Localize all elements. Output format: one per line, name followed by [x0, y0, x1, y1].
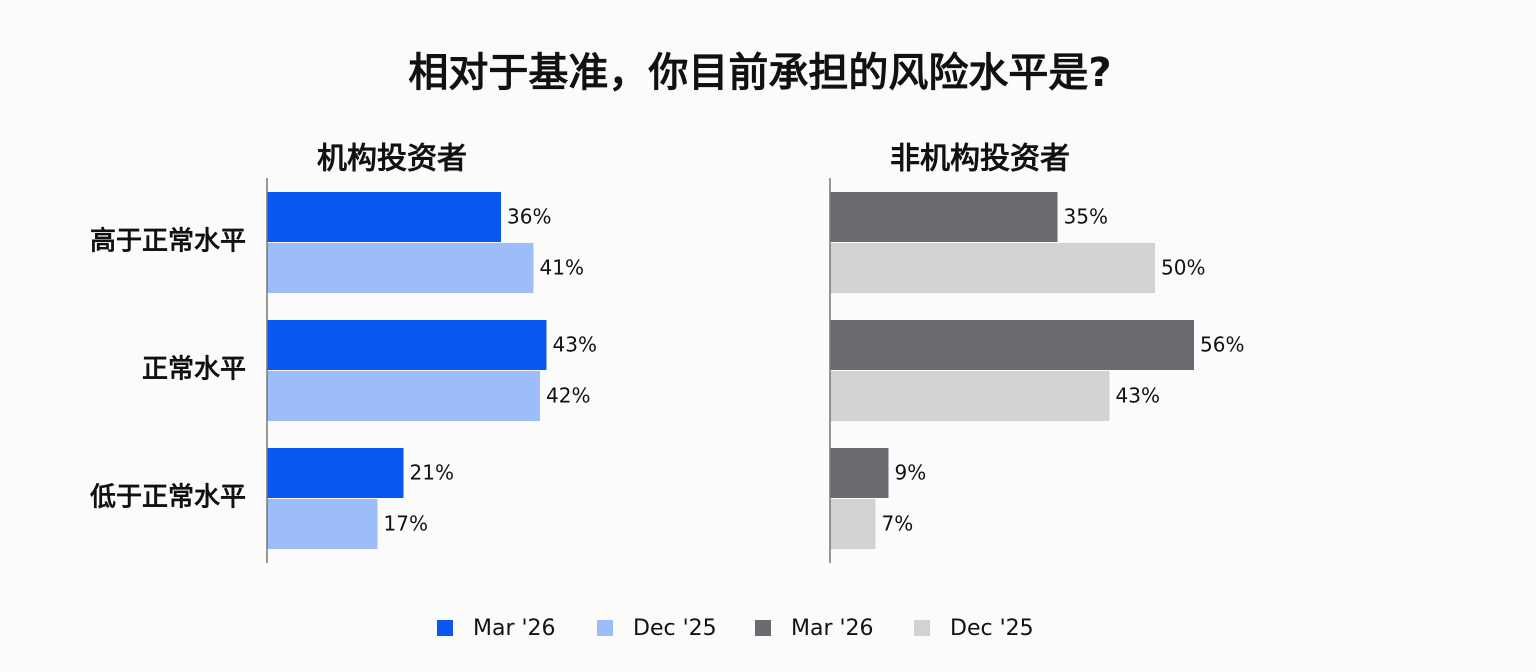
value-label: 42%: [546, 384, 590, 408]
legend-swatch: [914, 620, 930, 636]
bar: [267, 448, 404, 498]
value-label: 17%: [384, 512, 428, 536]
legend-label: Dec '25: [950, 616, 1034, 641]
bar: [830, 192, 1058, 242]
chart-subtitle: 非机构投资者: [890, 142, 1070, 177]
value-label: 50%: [1161, 256, 1205, 280]
bar: [830, 320, 1194, 370]
bar: [267, 243, 534, 293]
value-label: 41%: [540, 256, 584, 280]
bar: [267, 320, 547, 370]
legend-swatch: [755, 620, 771, 636]
bar: [267, 371, 540, 421]
value-label: 21%: [410, 461, 454, 485]
legend-swatch: [597, 620, 613, 636]
category-label: 正常水平: [142, 355, 246, 385]
bar: [267, 499, 378, 549]
bar: [830, 448, 889, 498]
bar: [830, 371, 1110, 421]
chart-subtitle: 机构投资者: [317, 142, 467, 177]
legend-swatch: [437, 620, 453, 636]
bar: [830, 243, 1155, 293]
value-label: 7%: [882, 512, 914, 536]
legend-label: Mar '26: [473, 616, 556, 641]
value-label: 36%: [507, 205, 551, 229]
chart-title: 相对于基准，你目前承担的风险水平是?: [408, 50, 1111, 96]
legend-label: Mar '26: [791, 616, 874, 641]
category-label: 高于正常水平: [90, 226, 246, 257]
value-label: 56%: [1200, 333, 1244, 357]
value-label: 9%: [895, 461, 927, 485]
value-label: 35%: [1064, 205, 1108, 229]
legend-label: Dec '25: [633, 616, 717, 641]
bar: [267, 192, 501, 242]
category-label: 低于正常水平: [89, 483, 246, 513]
bar: [830, 499, 876, 549]
value-label: 43%: [553, 333, 597, 357]
value-label: 43%: [1116, 384, 1160, 408]
